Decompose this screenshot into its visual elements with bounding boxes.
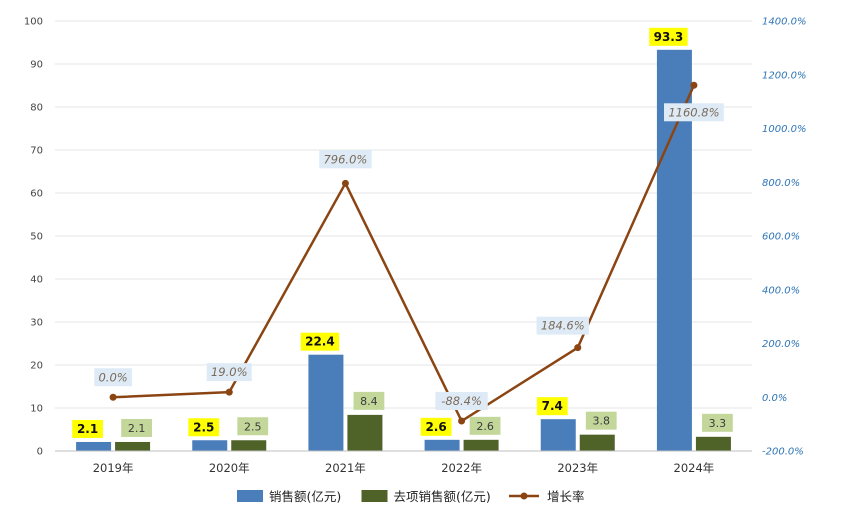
- x-tick-label: 2024年: [674, 461, 715, 475]
- growth-rate-label-bg: [94, 368, 132, 387]
- bars: [76, 49, 731, 452]
- transferred-value-label-bg: [702, 413, 733, 432]
- growth-rate-label-bg: [206, 363, 252, 382]
- x-tick-label: 2019年: [93, 461, 134, 475]
- growth-rate-label: 1160.8%: [668, 105, 719, 119]
- sales-value-label: 22.4: [305, 335, 335, 349]
- transferred-value-label-bg: [237, 417, 269, 436]
- right-tick-label: 200.0%: [762, 339, 800, 350]
- x-tick-label: 2020年: [209, 461, 250, 475]
- legend-swatch-sales: [237, 490, 263, 502]
- transferred-value-label: 8.4: [360, 395, 378, 408]
- growth-line: [109, 81, 698, 425]
- growth-rate-label-bg: [319, 150, 372, 169]
- sales-value-label: 2.6: [425, 420, 446, 434]
- growth-rate-point: [574, 344, 582, 352]
- sales-value-label: 93.3: [654, 30, 684, 44]
- transferred-sales-bar: [115, 441, 151, 451]
- transferred-value-label: 2.6: [476, 420, 494, 433]
- growth-rate-point: [109, 393, 117, 401]
- sales-value-label-bg: [420, 417, 452, 436]
- left-y-axis: 0 10 20 30 40 50 60 70 80 90 100: [24, 17, 43, 458]
- growth-rate-label: 796.0%: [323, 152, 367, 166]
- growth-rate-label: 184.6%: [541, 319, 585, 333]
- transferred-value-label: 2.1: [128, 422, 146, 435]
- right-tick-label: 800.0%: [762, 178, 800, 189]
- right-tick-label: -200.0%: [762, 447, 804, 458]
- sales-value-label-bg: [649, 27, 688, 46]
- left-tick-label: 70: [30, 146, 43, 157]
- sales-value-label-bg: [188, 418, 220, 437]
- growth-rate-label: 0.0%: [98, 370, 127, 384]
- left-tick-label: 30: [30, 318, 43, 329]
- sales-bar: [308, 354, 344, 451]
- growth-rate-label: -88.4%: [441, 394, 482, 408]
- transferred-value-label-bg: [469, 416, 501, 435]
- legend: 销售额(亿元) 去项销售额(亿元) 增长率: [237, 489, 585, 504]
- x-tick-label: 2023年: [557, 461, 598, 475]
- right-tick-label: 1200.0%: [762, 70, 807, 81]
- left-tick-label: 10: [30, 404, 43, 415]
- growth-rate-label-bg: [536, 316, 589, 335]
- left-tick-label: 20: [30, 361, 43, 372]
- transferred-value-label: 3.8: [593, 415, 611, 428]
- transferred-value-label-bg: [585, 411, 617, 430]
- sales-bar: [424, 439, 460, 451]
- right-tick-label: 1400.0%: [762, 17, 807, 28]
- right-tick-label: 600.0%: [762, 232, 800, 243]
- x-tick-label: 2022年: [441, 461, 482, 475]
- right-tick-label: 400.0%: [762, 285, 800, 296]
- transferred-sales-bar: [463, 439, 499, 451]
- left-tick-label: 80: [30, 103, 43, 114]
- transferred-value-label: 2.5: [244, 420, 262, 433]
- growth-rate-point: [225, 388, 233, 396]
- growth-rate-label-bg: [664, 103, 724, 122]
- sales-value-label-bg: [536, 397, 568, 416]
- growth-rate-label-bg: [435, 392, 488, 411]
- sales-value-label: 7.4: [542, 399, 563, 413]
- transferred-value-label-bg: [121, 418, 152, 437]
- growth-rate-line: [113, 84, 696, 423]
- sales-value-label-bg: [72, 419, 103, 438]
- sales-bar: [76, 441, 112, 451]
- legend-label-sales: 销售额(亿元): [269, 489, 341, 504]
- sales-value-label: 2.1: [77, 422, 98, 436]
- sales-bar: [192, 440, 228, 451]
- data-labels: 2.1 2.1 2.5 2.5 22.4 8.4 2.6 2.6 7.4 3.8 93.3 3.3 0.…: [72, 27, 733, 438]
- growth-rate-point: [690, 81, 698, 89]
- transferred-sales-bar: [579, 434, 615, 451]
- right-y-axis: -200.0% 0.0% 200.0% 400.0% 600.0% 800.0% 1000.…: [762, 17, 807, 458]
- growth-rate-point: [341, 179, 349, 187]
- transferred-sales-bar: [231, 440, 267, 451]
- sales-value-label: 2.5: [193, 420, 214, 434]
- sales-value-label-bg: [300, 332, 340, 351]
- growth-rate-label: 19.0%: [211, 365, 248, 379]
- legend-swatch-transferred: [361, 490, 388, 502]
- transferred-sales-bar: [347, 414, 383, 451]
- sales-bar: [540, 419, 576, 451]
- gridlines: [55, 20, 752, 409]
- left-tick-label: 100: [24, 17, 43, 28]
- legend-marker-growth: [520, 492, 528, 500]
- x-axis: 2019年 2020年 2021年 2022年 2023年 2024年: [55, 450, 752, 475]
- transferred-sales-bar: [695, 436, 731, 451]
- transferred-value-label-bg: [353, 391, 385, 410]
- left-tick-label: 90: [30, 60, 43, 71]
- right-tick-label: 1000.0%: [762, 124, 807, 135]
- legend-label-transferred: 去项销售额(亿元): [394, 489, 491, 504]
- left-tick-label: 50: [30, 232, 43, 243]
- growth-rate-point: [458, 417, 466, 425]
- left-tick-label: 60: [30, 189, 43, 200]
- legend-label-growth: 增长率: [547, 489, 585, 504]
- transferred-value-label: 3.3: [709, 417, 727, 430]
- left-tick-label: 0: [37, 447, 43, 458]
- x-tick-label: 2021年: [325, 461, 366, 475]
- left-tick-label: 40: [30, 275, 43, 286]
- right-tick-label: 0.0%: [762, 393, 787, 404]
